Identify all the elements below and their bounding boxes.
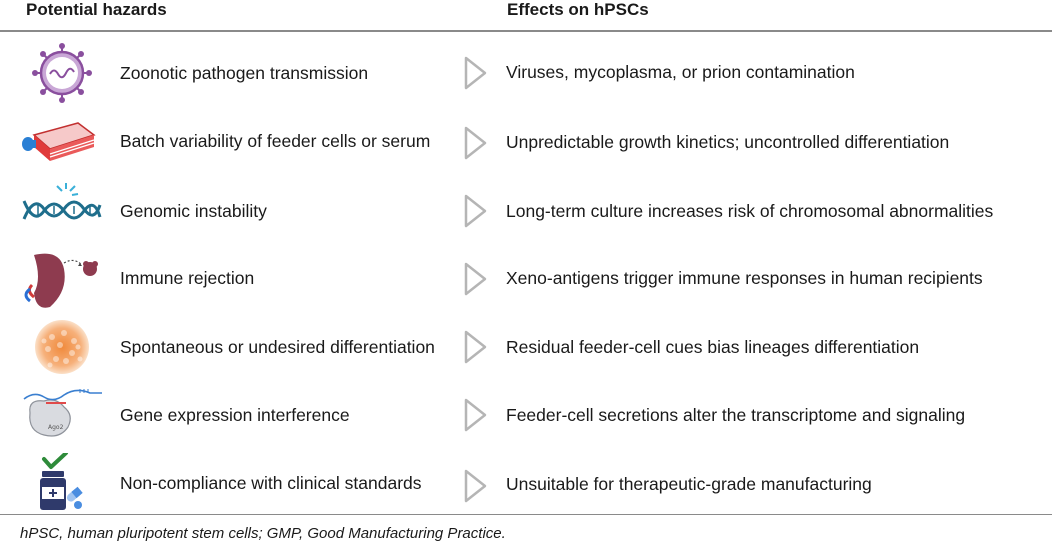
arrow-icon bbox=[464, 398, 488, 432]
footnote: hPSC, human pluripotent stem cells; GMP,… bbox=[20, 525, 506, 542]
effect-label: Xeno-antigens trigger immune responses i… bbox=[506, 268, 983, 288]
hazard-row: Non-compliance with clinical standards U… bbox=[0, 453, 1052, 513]
arrow-icon bbox=[464, 56, 488, 90]
effect-label: Unpredictable growth kinetics; uncontrol… bbox=[506, 132, 950, 152]
hazard-row: Spontaneous or undesired differentiation… bbox=[0, 317, 1052, 377]
virus-icon bbox=[20, 43, 104, 103]
hazard-label: Immune rejection bbox=[120, 268, 255, 288]
hazard-row: Genomic instability Long-term culture in… bbox=[0, 181, 1052, 241]
cell-colony-icon bbox=[20, 317, 104, 377]
footer-divider bbox=[0, 514, 1052, 515]
hazard-label: Genomic instability bbox=[120, 201, 267, 221]
hazard-label: Spontaneous or undesired differentiation bbox=[120, 337, 435, 357]
ago2-label: Ago2 bbox=[48, 424, 64, 431]
arrow-icon bbox=[464, 194, 488, 228]
gene-silencing-icon: Ago2 bbox=[20, 385, 104, 445]
effects-header: Effects on hPSCs bbox=[507, 0, 649, 19]
effect-label: Feeder-cell secretions alter the transcr… bbox=[506, 405, 966, 425]
hazards-header: Potential hazards bbox=[26, 0, 167, 19]
medicine-check-icon bbox=[20, 453, 104, 513]
effect-label: Unsuitable for therapeutic-grade manufac… bbox=[506, 474, 872, 494]
effect-label: Long-term culture increases risk of chro… bbox=[506, 201, 994, 221]
hazard-label: Batch variability of feeder cells or ser… bbox=[120, 131, 431, 151]
arrow-icon bbox=[464, 126, 488, 160]
effect-label: Viruses, mycoplasma, or prion contaminat… bbox=[506, 62, 855, 82]
hazard-row: Immune rejection Xeno-antigens trigger i… bbox=[0, 249, 1052, 309]
culture-flask-icon bbox=[20, 113, 104, 173]
arrow-icon bbox=[464, 469, 488, 503]
hazard-row: Ago2 Gene expression interference Feeder… bbox=[0, 385, 1052, 445]
hazard-label: Zoonotic pathogen transmission bbox=[120, 63, 369, 83]
hazard-row: Batch variability of feeder cells or ser… bbox=[0, 113, 1052, 173]
hazard-label: Gene expression interference bbox=[120, 405, 350, 425]
arrow-icon bbox=[464, 262, 488, 296]
header-divider bbox=[0, 30, 1052, 32]
arrow-icon bbox=[464, 330, 488, 364]
organ-rejection-icon bbox=[20, 249, 104, 309]
effect-label: Residual feeder-cell cues bias lineages … bbox=[506, 337, 920, 357]
dna-icon bbox=[20, 181, 104, 241]
hazard-row: Zoonotic pathogen transmission Viruses, … bbox=[0, 43, 1052, 103]
hazard-label: Non-compliance with clinical standards bbox=[120, 473, 422, 493]
